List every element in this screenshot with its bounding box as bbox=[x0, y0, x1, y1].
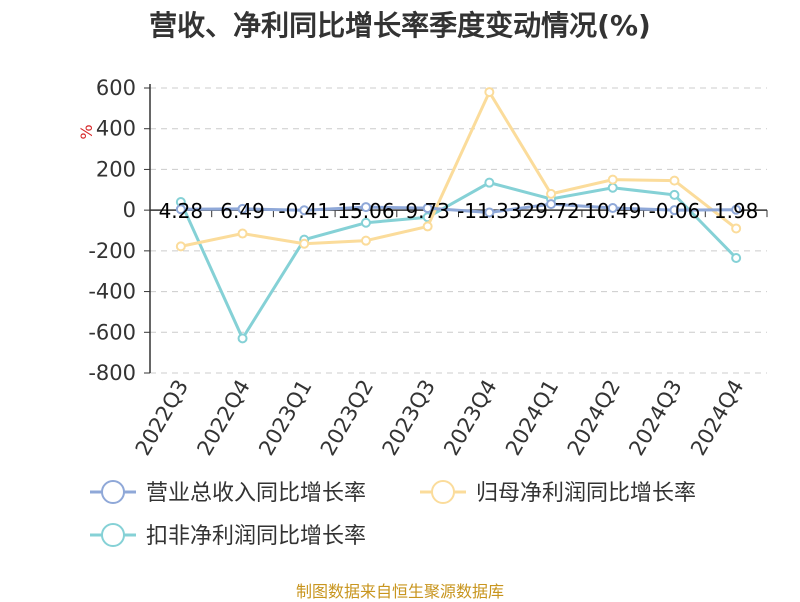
y-tick-label: -400 bbox=[88, 280, 136, 304]
x-tick-label: 2022Q4 bbox=[192, 376, 254, 460]
data-point bbox=[237, 333, 248, 344]
x-tick-label: 2024Q3 bbox=[624, 376, 686, 460]
y-tick-label: -200 bbox=[88, 239, 136, 263]
series-line bbox=[180, 88, 738, 248]
data-point bbox=[484, 177, 495, 188]
chart-title: 营收、净利同比增长率季度变动情况(%) bbox=[149, 9, 651, 42]
data-point bbox=[484, 87, 495, 98]
data-label: 9.73 bbox=[405, 199, 450, 223]
data-point bbox=[731, 223, 742, 234]
legend-marker bbox=[101, 480, 125, 504]
x-tick-label: 2024Q4 bbox=[686, 376, 748, 460]
data-label: -0.06 bbox=[649, 199, 701, 223]
data-label: 1.98 bbox=[714, 199, 759, 223]
data-point bbox=[360, 235, 371, 246]
data-point bbox=[237, 203, 248, 214]
x-tick-label: 2023Q4 bbox=[439, 375, 501, 459]
data-point bbox=[607, 203, 618, 214]
data-point bbox=[360, 217, 371, 228]
legend-item: 营业总收入同比增长率 bbox=[90, 480, 366, 506]
data-point bbox=[607, 182, 618, 193]
x-tick-label: 2024Q1 bbox=[501, 376, 563, 460]
legend-label: 归母净利润同比增长率 bbox=[476, 481, 696, 506]
source-note: 制图数据来自恒生聚源数据库 bbox=[295, 582, 504, 601]
x-tick-label: 2024Q2 bbox=[563, 376, 625, 460]
data-point bbox=[669, 205, 680, 216]
y-tick-label: 400 bbox=[96, 117, 136, 141]
data-label: 4.28 bbox=[159, 199, 204, 223]
legend-label: 扣非净利润同比增长率 bbox=[146, 524, 366, 549]
data-label: -11.33 bbox=[457, 199, 521, 223]
x-tick-label: 2022Q3 bbox=[131, 376, 193, 460]
legend-marker bbox=[101, 523, 125, 547]
series-lines bbox=[175, 87, 742, 344]
legend-item: 扣非净利润同比增长率 bbox=[90, 523, 366, 549]
data-point bbox=[299, 238, 310, 249]
data-point bbox=[360, 202, 371, 213]
data-label: 6.49 bbox=[220, 199, 265, 223]
y-tick-label: 600 bbox=[96, 76, 136, 100]
y-tick-label: 200 bbox=[96, 157, 136, 181]
data-point bbox=[422, 203, 433, 214]
x-tick-label: 2023Q2 bbox=[316, 376, 378, 460]
legend-item: 归母净利润同比增长率 bbox=[420, 480, 696, 506]
y-axis-unit-label: % bbox=[77, 124, 96, 139]
grid-lines bbox=[150, 87, 767, 374]
y-tick-label: -600 bbox=[88, 320, 136, 344]
data-point bbox=[175, 241, 186, 252]
x-axis: 2022Q3 2022Q4 2023Q1 2023Q2 2023Q3 2023Q4 2024… bbox=[131, 209, 768, 460]
y-tick-label: 0 bbox=[123, 198, 136, 222]
legend-label: 营业总收入同比增长率 bbox=[146, 481, 366, 506]
legend-marker bbox=[431, 480, 455, 504]
data-point bbox=[299, 205, 310, 216]
data-point bbox=[607, 174, 618, 185]
data-point bbox=[175, 204, 186, 215]
data-label: 10.49 bbox=[584, 199, 641, 223]
data-label: 15.06 bbox=[337, 199, 394, 223]
series-line bbox=[180, 202, 737, 214]
data-label: 29.72 bbox=[522, 199, 579, 223]
data-point bbox=[546, 188, 557, 199]
series-line bbox=[179, 181, 738, 342]
data-point bbox=[669, 175, 680, 186]
y-axis: 600 400 200 0 -200 -400 -600 -800 bbox=[88, 76, 151, 385]
data-point bbox=[669, 189, 680, 200]
data-label: -0.41 bbox=[278, 199, 330, 223]
data-point bbox=[422, 221, 433, 232]
y-tick-label: -800 bbox=[88, 361, 136, 385]
data-point bbox=[237, 228, 248, 239]
data-point bbox=[484, 207, 495, 218]
data-point bbox=[731, 204, 742, 215]
data-labels: 4.28 6.49 -0.41 15.06 9.73 -11.33 29.72 10.49 -0… bbox=[159, 199, 759, 223]
data-point bbox=[731, 252, 742, 263]
data-point bbox=[546, 199, 557, 210]
x-tick-label: 2023Q3 bbox=[378, 376, 440, 460]
x-tick-label: 2023Q1 bbox=[254, 376, 316, 460]
